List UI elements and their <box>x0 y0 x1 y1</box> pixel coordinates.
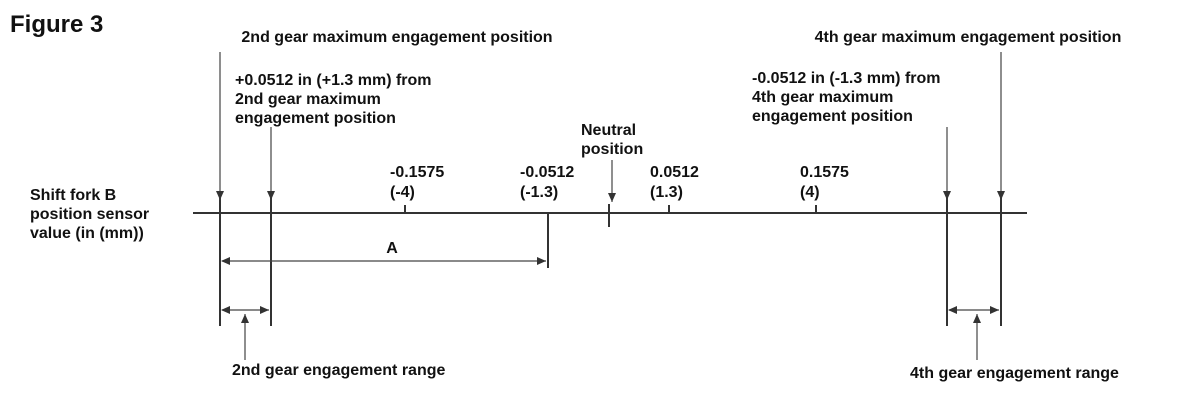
tick-label: (-4) <box>390 184 415 201</box>
tick-label: -0.1575 <box>390 164 444 181</box>
second-offset-label: 2nd gear maximum <box>235 91 381 108</box>
tick-label: 0.1575 <box>800 164 849 181</box>
span-label: A <box>386 240 398 257</box>
neutral-label: Neutral <box>581 122 636 139</box>
figure-title: Figure 3 <box>10 11 103 38</box>
second-range-label: 2nd gear engagement range <box>232 362 445 379</box>
second-offset-label: engagement position <box>235 110 396 127</box>
tick-label: -0.0512 <box>520 164 574 181</box>
fourth-offset-label: 4th gear maximum <box>752 89 893 106</box>
axis-label: value (in (mm)) <box>30 225 144 242</box>
fourth-range-label: 4th gear engagement range <box>910 365 1119 382</box>
tick-label: 0.0512 <box>650 164 699 181</box>
tick-label: (1.3) <box>650 184 683 201</box>
tick-label: (-1.3) <box>520 184 558 201</box>
fourth-offset-label: -0.0512 in (-1.3 mm) from <box>752 70 941 87</box>
axis-label: Shift fork B <box>30 187 116 204</box>
fourth-offset-label: engagement position <box>752 108 913 125</box>
axis-label: position sensor <box>30 206 149 223</box>
tick-label: (4) <box>800 184 820 201</box>
neutral-label: position <box>581 141 643 158</box>
fourth-max-label: 4th gear maximum engagement position <box>815 29 1122 46</box>
second-offset-label: +0.0512 in (+1.3 mm) from <box>235 72 432 89</box>
second-max-label: 2nd gear maximum engagement position <box>241 29 552 46</box>
